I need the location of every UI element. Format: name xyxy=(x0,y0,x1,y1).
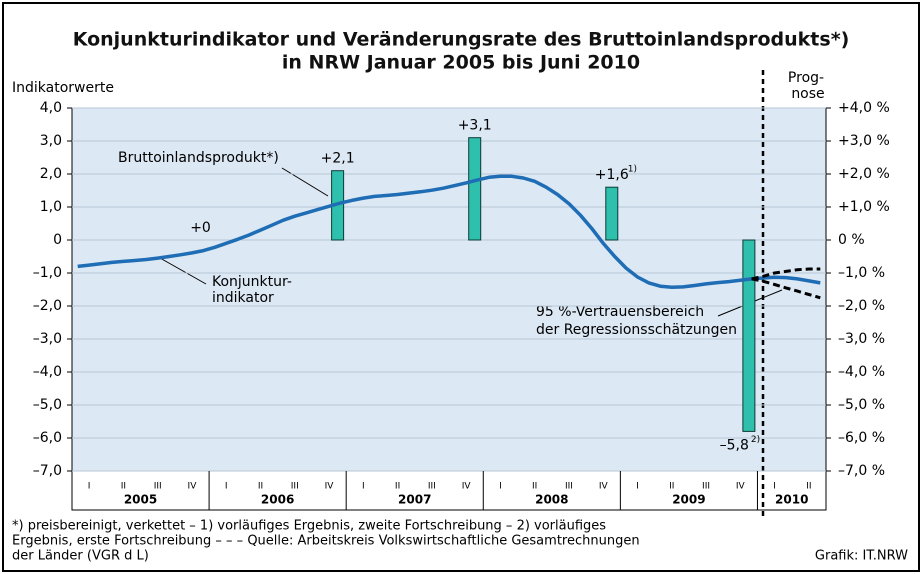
y-axis-label: Indikatorwerte xyxy=(12,80,114,96)
bar-value-label: +1,6 xyxy=(595,167,629,183)
y-tick-label: –7,0 xyxy=(33,463,62,479)
footnote: Ergebnis, erste Fortschreibung – – – Que… xyxy=(12,534,640,549)
bar xyxy=(742,239,756,432)
legend-label: indikator xyxy=(212,290,274,306)
bar-value-label: –5,8 xyxy=(720,437,749,453)
y2-tick-label: +1,0 % xyxy=(838,199,890,215)
y-tick-label: 0 xyxy=(53,232,62,248)
footnote-mark: 1) xyxy=(628,165,637,175)
year-label: 2010 xyxy=(775,493,808,507)
leader-line xyxy=(159,257,207,285)
leader-line xyxy=(281,167,329,197)
bar xyxy=(605,186,619,241)
y-tick-label: 4,0 xyxy=(40,100,62,116)
year-label: 2005 xyxy=(124,493,157,507)
year-label: 2008 xyxy=(535,493,568,507)
y-tick-label: 3,0 xyxy=(40,133,62,149)
year-label: 2009 xyxy=(672,493,705,507)
y-tick-label: –5,0 xyxy=(33,397,62,413)
title: Konjunkturindikator und Veränderungsrate… xyxy=(73,29,850,51)
x-tick-label: I xyxy=(773,482,776,492)
y2-tick-label: –5,0 % xyxy=(838,397,885,413)
x-tick-label: II xyxy=(532,482,537,492)
y-tick-label: –6,0 xyxy=(33,430,62,446)
confidence-line xyxy=(751,277,821,300)
y2-tick-label: 0 % xyxy=(838,232,865,248)
x-tick-label: III xyxy=(154,482,162,492)
bar-value-label: +3,1 xyxy=(458,118,492,134)
confidence-line xyxy=(751,267,821,281)
forecast-label: Prog- xyxy=(788,70,824,86)
x-tick-label: IV xyxy=(462,482,472,492)
bar-value-label: +2,1 xyxy=(321,151,355,167)
bar xyxy=(468,137,482,241)
bar-value-label: +0 xyxy=(190,220,211,236)
y2-tick-label: +3,0 % xyxy=(838,133,890,149)
year-label: 2007 xyxy=(398,493,431,507)
y2-tick-label: –6,0 % xyxy=(838,430,885,446)
x-tick-label: III xyxy=(291,482,299,492)
legend-label: 95 %-Vertrauensbereich xyxy=(536,304,704,320)
y-tick-label: –1,0 xyxy=(33,265,62,281)
x-tick-label: III xyxy=(702,482,710,492)
y-tick-label: 2,0 xyxy=(40,166,62,182)
x-tick-label: IV xyxy=(188,482,198,492)
footnote: *) preisbereinigt, verkettet – 1) vorläu… xyxy=(12,519,606,534)
x-tick-label: II xyxy=(121,482,126,492)
y-tick-label: –3,0 xyxy=(33,331,62,347)
source: Grafik: IT.NRW xyxy=(815,549,908,564)
y2-tick-label: –4,0 % xyxy=(838,364,885,380)
x-tick-label: II xyxy=(669,482,674,492)
x-tick-label: IV xyxy=(599,482,609,492)
y-tick-label: –2,0 xyxy=(33,298,62,314)
x-tick-label: IV xyxy=(325,482,335,492)
x-tick-label: II xyxy=(258,482,263,492)
y-tick-label: 1,0 xyxy=(40,199,62,215)
x-tick-label: III xyxy=(428,482,436,492)
x-tick-label: I xyxy=(225,482,228,492)
y2-tick-label: –3,0 % xyxy=(838,331,885,347)
legend-label: Konjunktur- xyxy=(212,274,292,290)
footnote: der Länder (VGR d L) xyxy=(12,549,149,564)
x-tick-label: I xyxy=(88,482,91,492)
y2-tick-label: –1,0 % xyxy=(838,265,885,281)
footnote-mark: 2) xyxy=(751,435,760,445)
forecast-label: nose xyxy=(791,86,824,102)
y-tick-label: –4,0 xyxy=(33,364,62,380)
year-label: 2006 xyxy=(261,493,294,507)
legend-label: Bruttoinlandsprodukt*) xyxy=(118,150,279,166)
x-tick-label: III xyxy=(565,482,573,492)
x-tick-label: II xyxy=(806,482,811,492)
y2-tick-label: –2,0 % xyxy=(838,298,885,314)
y2-tick-label: –7,0 % xyxy=(838,463,885,479)
y2-tick-label: +2,0 % xyxy=(838,166,890,182)
x-tick-label: II xyxy=(395,482,400,492)
x-axis-band xyxy=(71,470,827,511)
x-tick-label: IV xyxy=(736,482,746,492)
indicator-line xyxy=(77,174,821,289)
plot-area xyxy=(71,107,827,472)
x-tick-label: I xyxy=(499,482,502,492)
x-tick-label: I xyxy=(362,482,365,492)
title: in NRW Januar 2005 bis Juni 2010 xyxy=(282,52,640,74)
legend-label: der Regressionsschätzungen xyxy=(536,322,737,338)
y2-tick-label: +4,0 % xyxy=(838,100,890,116)
x-tick-label: I xyxy=(636,482,639,492)
